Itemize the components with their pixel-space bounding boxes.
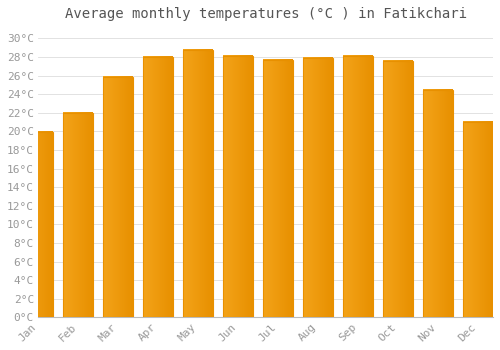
- Bar: [223, 56, 253, 317]
- Bar: [23, 132, 53, 317]
- Bar: [343, 56, 373, 317]
- Bar: [223, 56, 253, 317]
- Bar: [303, 58, 333, 317]
- Bar: [423, 90, 453, 317]
- Bar: [23, 132, 53, 317]
- Bar: [263, 60, 293, 317]
- Bar: [263, 60, 293, 317]
- Bar: [63, 113, 93, 317]
- Bar: [303, 58, 333, 317]
- Bar: [463, 122, 493, 317]
- Bar: [183, 50, 213, 317]
- Bar: [383, 61, 413, 317]
- Bar: [103, 77, 133, 317]
- Bar: [383, 61, 413, 317]
- Bar: [63, 113, 93, 317]
- Bar: [183, 50, 213, 317]
- Bar: [423, 90, 453, 317]
- Title: Average monthly temperatures (°C ) in Fatikchari: Average monthly temperatures (°C ) in Fa…: [64, 7, 466, 21]
- Bar: [343, 56, 373, 317]
- Bar: [463, 122, 493, 317]
- Bar: [103, 77, 133, 317]
- Bar: [143, 57, 173, 317]
- Bar: [143, 57, 173, 317]
